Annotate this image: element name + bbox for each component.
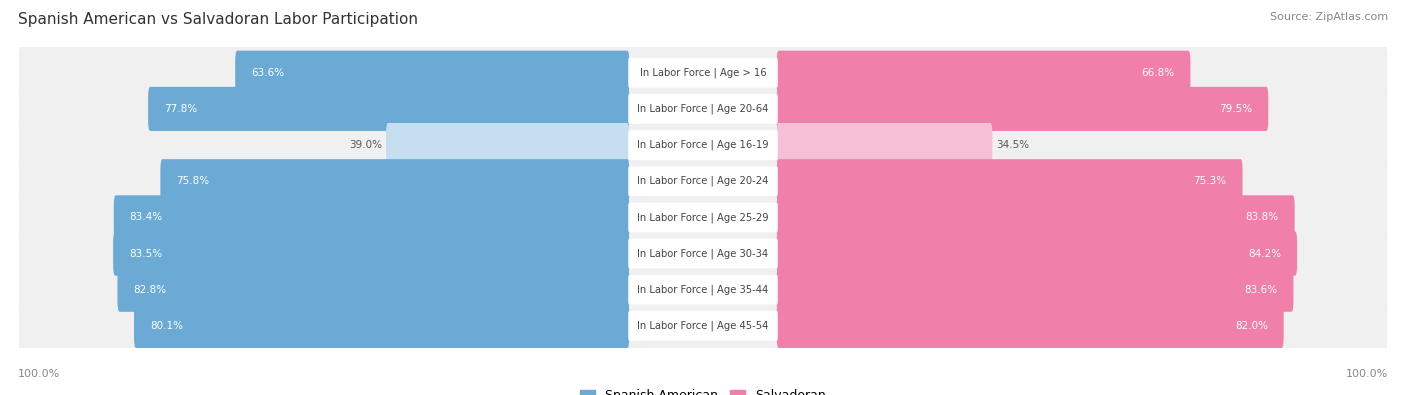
FancyBboxPatch shape xyxy=(628,311,778,341)
Text: In Labor Force | Age 25-29: In Labor Force | Age 25-29 xyxy=(637,212,769,223)
Text: In Labor Force | Age 16-19: In Labor Force | Age 16-19 xyxy=(637,140,769,150)
FancyBboxPatch shape xyxy=(18,262,1388,317)
FancyBboxPatch shape xyxy=(776,123,993,167)
FancyBboxPatch shape xyxy=(776,159,1243,203)
FancyBboxPatch shape xyxy=(628,94,778,124)
FancyBboxPatch shape xyxy=(148,87,630,131)
Text: 83.6%: 83.6% xyxy=(1244,285,1278,295)
FancyBboxPatch shape xyxy=(628,275,778,305)
FancyBboxPatch shape xyxy=(18,81,1388,136)
Text: 75.3%: 75.3% xyxy=(1194,176,1226,186)
Text: 63.6%: 63.6% xyxy=(252,68,284,78)
Text: 83.8%: 83.8% xyxy=(1246,213,1279,222)
FancyBboxPatch shape xyxy=(387,123,630,167)
Text: 82.0%: 82.0% xyxy=(1234,321,1268,331)
Text: In Labor Force | Age > 16: In Labor Force | Age > 16 xyxy=(640,68,766,78)
Text: 79.5%: 79.5% xyxy=(1219,104,1253,114)
Text: 39.0%: 39.0% xyxy=(350,140,382,150)
Text: 82.8%: 82.8% xyxy=(134,285,166,295)
Text: In Labor Force | Age 35-44: In Labor Force | Age 35-44 xyxy=(637,284,769,295)
Text: In Labor Force | Age 20-24: In Labor Force | Age 20-24 xyxy=(637,176,769,186)
Text: 66.8%: 66.8% xyxy=(1142,68,1174,78)
FancyBboxPatch shape xyxy=(628,203,778,232)
FancyBboxPatch shape xyxy=(18,154,1388,209)
FancyBboxPatch shape xyxy=(776,51,1191,95)
FancyBboxPatch shape xyxy=(776,87,1268,131)
Legend: Spanish American, Salvadoran: Spanish American, Salvadoran xyxy=(575,384,831,395)
FancyBboxPatch shape xyxy=(628,58,778,88)
FancyBboxPatch shape xyxy=(776,304,1284,348)
FancyBboxPatch shape xyxy=(114,196,630,239)
FancyBboxPatch shape xyxy=(18,298,1388,354)
Text: In Labor Force | Age 20-64: In Labor Force | Age 20-64 xyxy=(637,103,769,114)
Text: 80.1%: 80.1% xyxy=(150,321,183,331)
Text: 100.0%: 100.0% xyxy=(1346,369,1388,379)
FancyBboxPatch shape xyxy=(18,118,1388,173)
FancyBboxPatch shape xyxy=(112,231,630,276)
FancyBboxPatch shape xyxy=(776,268,1294,312)
FancyBboxPatch shape xyxy=(628,130,778,160)
FancyBboxPatch shape xyxy=(235,51,630,95)
FancyBboxPatch shape xyxy=(134,304,630,348)
FancyBboxPatch shape xyxy=(776,196,1295,239)
Text: 84.2%: 84.2% xyxy=(1249,248,1281,259)
FancyBboxPatch shape xyxy=(18,226,1388,281)
Text: 75.8%: 75.8% xyxy=(176,176,209,186)
FancyBboxPatch shape xyxy=(18,45,1388,100)
Text: 83.4%: 83.4% xyxy=(129,213,163,222)
Text: Spanish American vs Salvadoran Labor Participation: Spanish American vs Salvadoran Labor Par… xyxy=(18,12,418,27)
Text: 83.5%: 83.5% xyxy=(129,248,162,259)
FancyBboxPatch shape xyxy=(160,159,630,203)
Text: Source: ZipAtlas.com: Source: ZipAtlas.com xyxy=(1270,12,1388,22)
FancyBboxPatch shape xyxy=(18,190,1388,245)
Text: 100.0%: 100.0% xyxy=(18,369,60,379)
Text: In Labor Force | Age 45-54: In Labor Force | Age 45-54 xyxy=(637,321,769,331)
Text: 34.5%: 34.5% xyxy=(995,140,1029,150)
Text: 77.8%: 77.8% xyxy=(165,104,197,114)
Text: In Labor Force | Age 30-34: In Labor Force | Age 30-34 xyxy=(637,248,769,259)
FancyBboxPatch shape xyxy=(776,231,1298,276)
FancyBboxPatch shape xyxy=(628,166,778,196)
FancyBboxPatch shape xyxy=(628,239,778,268)
FancyBboxPatch shape xyxy=(118,268,630,312)
